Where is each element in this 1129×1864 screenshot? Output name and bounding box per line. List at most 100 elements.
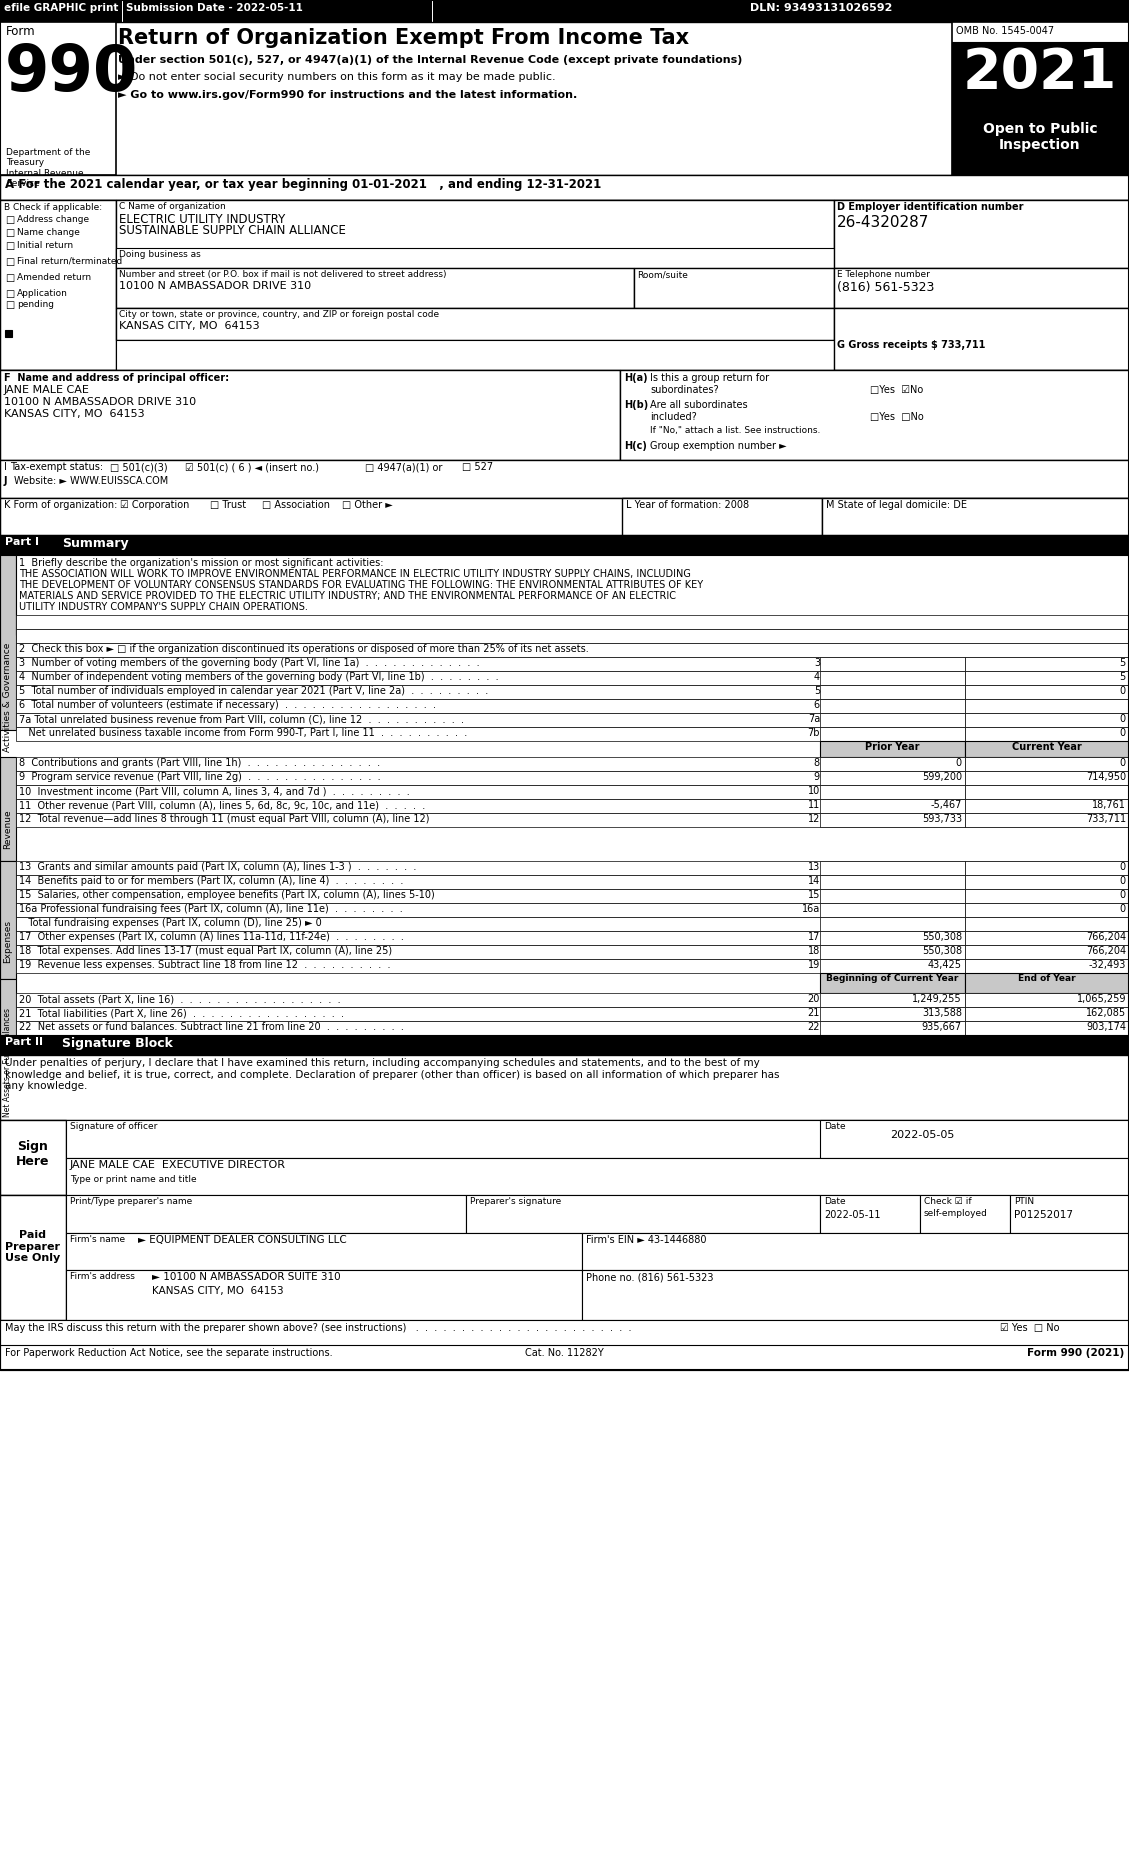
Text: 11  Other revenue (Part VIII, column (A), lines 5, 6d, 8c, 9c, 10c, and 11e)  . : 11 Other revenue (Part VIII, column (A),…	[19, 800, 426, 811]
Bar	[0, 22, 116, 175]
Bar	[622, 498, 822, 535]
Bar	[820, 1120, 1129, 1158]
Text: Part I: Part I	[5, 537, 40, 546]
Text: subordinates?: subordinates?	[650, 386, 719, 395]
Bar	[116, 199, 834, 268]
Text: 1,065,259: 1,065,259	[1076, 994, 1126, 1005]
Text: 162,085: 162,085	[1086, 1008, 1126, 1018]
Text: 714,950: 714,950	[1086, 772, 1126, 783]
Text: H(c): H(c)	[624, 442, 647, 451]
Text: Firm's EIN ► 43-1446880: Firm's EIN ► 43-1446880	[586, 1236, 707, 1245]
Bar	[920, 1195, 1010, 1232]
Text: Open to Public
Inspection: Open to Public Inspection	[982, 121, 1097, 153]
Text: May the IRS discuss this return with the preparer shown above? (see instructions: May the IRS discuss this return with the…	[5, 1323, 631, 1333]
Bar	[834, 199, 1129, 268]
Bar	[16, 958, 1129, 973]
Text: P01252017: P01252017	[1014, 1210, 1073, 1221]
Bar	[0, 1195, 65, 1320]
Text: H(a): H(a)	[624, 373, 648, 382]
Bar	[965, 945, 1129, 958]
Bar	[965, 684, 1129, 699]
Bar	[0, 1320, 1129, 1348]
Bar	[820, 902, 965, 917]
Bar	[834, 268, 1129, 308]
Text: 1  Briefly describe the organization's mission or most significant activities:: 1 Briefly describe the organization's mi…	[19, 557, 384, 569]
Text: For Paperwork Reduction Act Notice, see the separate instructions.: For Paperwork Reduction Act Notice, see …	[5, 1348, 333, 1359]
Text: 21  Total liabilities (Part X, line 26)  .  .  .  .  .  .  .  .  .  .  .  .  .  : 21 Total liabilities (Part X, line 26) .…	[19, 1008, 344, 1018]
Bar	[965, 958, 1129, 973]
Bar	[16, 699, 1129, 714]
Bar	[16, 800, 1129, 813]
Text: Signature of officer: Signature of officer	[70, 1122, 157, 1131]
Text: □: □	[5, 300, 15, 309]
Bar	[16, 889, 1129, 902]
Text: 9: 9	[814, 772, 820, 783]
Text: 0: 0	[1119, 714, 1124, 723]
Text: □: □	[5, 227, 15, 239]
Text: 4: 4	[814, 673, 820, 682]
Text: C Name of organization: C Name of organization	[119, 201, 226, 211]
Text: -32,493: -32,493	[1088, 960, 1126, 969]
Text: Total fundraising expenses (Part IX, column (D), line 25) ► 0: Total fundraising expenses (Part IX, col…	[19, 917, 322, 928]
Bar	[965, 757, 1129, 772]
Text: Form 990 (2021): Form 990 (2021)	[1026, 1348, 1124, 1359]
Bar	[16, 628, 1129, 643]
Bar	[820, 994, 965, 1007]
Text: 2022-05-11: 2022-05-11	[824, 1210, 881, 1221]
Text: efile GRAPHIC print: efile GRAPHIC print	[5, 4, 119, 13]
Text: 0: 0	[956, 759, 962, 768]
Text: Revenue: Revenue	[3, 809, 12, 848]
Bar	[620, 369, 1129, 460]
Bar	[116, 308, 834, 339]
Text: 20: 20	[807, 994, 820, 1005]
Text: 10100 N AMBASSADOR DRIVE 310: 10100 N AMBASSADOR DRIVE 310	[119, 281, 312, 291]
Text: 550,308: 550,308	[922, 932, 962, 941]
Text: Are all subordinates: Are all subordinates	[650, 401, 747, 410]
Text: 990: 990	[5, 43, 139, 104]
Text: □ Trust: □ Trust	[210, 500, 246, 511]
Text: Sign
Here: Sign Here	[16, 1141, 50, 1169]
Text: SUSTAINABLE SUPPLY CHAIN ALLIANCE: SUSTAINABLE SUPPLY CHAIN ALLIANCE	[119, 224, 345, 237]
Bar	[820, 945, 965, 958]
Text: Firm's address: Firm's address	[70, 1271, 134, 1281]
Text: DLN: 93493131026592: DLN: 93493131026592	[750, 4, 892, 13]
Bar	[820, 973, 965, 994]
Bar	[820, 874, 965, 889]
Bar	[820, 656, 965, 671]
Text: L Year of formation: 2008: L Year of formation: 2008	[625, 500, 750, 511]
Bar	[965, 1007, 1129, 1021]
Text: 7a Total unrelated business revenue from Part VIII, column (C), line 12  .  .  .: 7a Total unrelated business revenue from…	[19, 714, 464, 723]
Bar	[820, 813, 965, 828]
Bar	[16, 813, 1129, 828]
Bar	[16, 874, 1129, 889]
Text: 13  Grants and similar amounts paid (Part IX, column (A), lines 1-3 )  .  .  .  : 13 Grants and similar amounts paid (Part…	[19, 861, 417, 872]
Text: Amended return: Amended return	[17, 272, 91, 281]
Text: ► EQUIPMENT DEALER CONSULTING LLC: ► EQUIPMENT DEALER CONSULTING LLC	[138, 1236, 347, 1245]
Bar	[820, 1021, 965, 1035]
Text: Net unrelated business taxable income from Form 990-T, Part I, line 11  .  .  . : Net unrelated business taxable income fr…	[19, 729, 467, 738]
Text: 19  Revenue less expenses. Subtract line 18 from line 12  .  .  .  .  .  .  .  .: 19 Revenue less expenses. Subtract line …	[19, 960, 391, 969]
Text: Application: Application	[17, 289, 68, 298]
Bar	[820, 917, 965, 930]
Bar	[0, 757, 16, 861]
Bar	[820, 671, 965, 684]
Text: 6  Total number of volunteers (estimate if necessary)  .  .  .  .  .  .  .  .  .: 6 Total number of volunteers (estimate i…	[19, 701, 436, 710]
Bar	[16, 727, 1129, 742]
Text: □ 4947(a)(1) or: □ 4947(a)(1) or	[365, 462, 443, 472]
Text: 0: 0	[1120, 876, 1126, 885]
Text: □Yes  ☑No: □Yes ☑No	[870, 386, 924, 395]
Text: Beginning of Current Year: Beginning of Current Year	[825, 975, 959, 982]
Bar	[820, 800, 965, 813]
Text: 550,308: 550,308	[922, 947, 962, 956]
Bar	[16, 714, 1129, 727]
Text: ► Go to www.irs.gov/Form990 for instructions and the latest information.: ► Go to www.irs.gov/Form990 for instruct…	[119, 89, 577, 101]
Text: Net Assets or Fund Balances: Net Assets or Fund Balances	[3, 1008, 12, 1117]
Text: JANE MALE CAE  EXECUTIVE DIRECTOR: JANE MALE CAE EXECUTIVE DIRECTOR	[70, 1159, 286, 1171]
Text: G Gross receipts $ 733,711: G Gross receipts $ 733,711	[837, 339, 986, 350]
Text: Tax-exempt status:: Tax-exempt status:	[10, 462, 103, 472]
Text: 2022-05-05: 2022-05-05	[890, 1130, 954, 1141]
Bar	[0, 0, 1129, 1370]
Bar	[965, 772, 1129, 785]
Text: 19: 19	[807, 960, 820, 969]
Bar	[822, 498, 1129, 535]
